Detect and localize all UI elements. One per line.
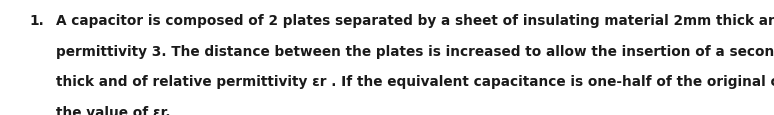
Text: thick and of relative permittivity εr . If the equivalent capacitance is one-hal: thick and of relative permittivity εr . … <box>56 74 774 88</box>
Text: the value of εr.: the value of εr. <box>56 105 170 115</box>
Text: A capacitor is composed of 2 plates separated by a sheet of insulating material : A capacitor is composed of 2 plates sepa… <box>56 14 774 28</box>
Text: 1.: 1. <box>29 14 44 28</box>
Text: permittivity 3. The distance between the plates is increased to allow the insert: permittivity 3. The distance between the… <box>56 44 774 58</box>
